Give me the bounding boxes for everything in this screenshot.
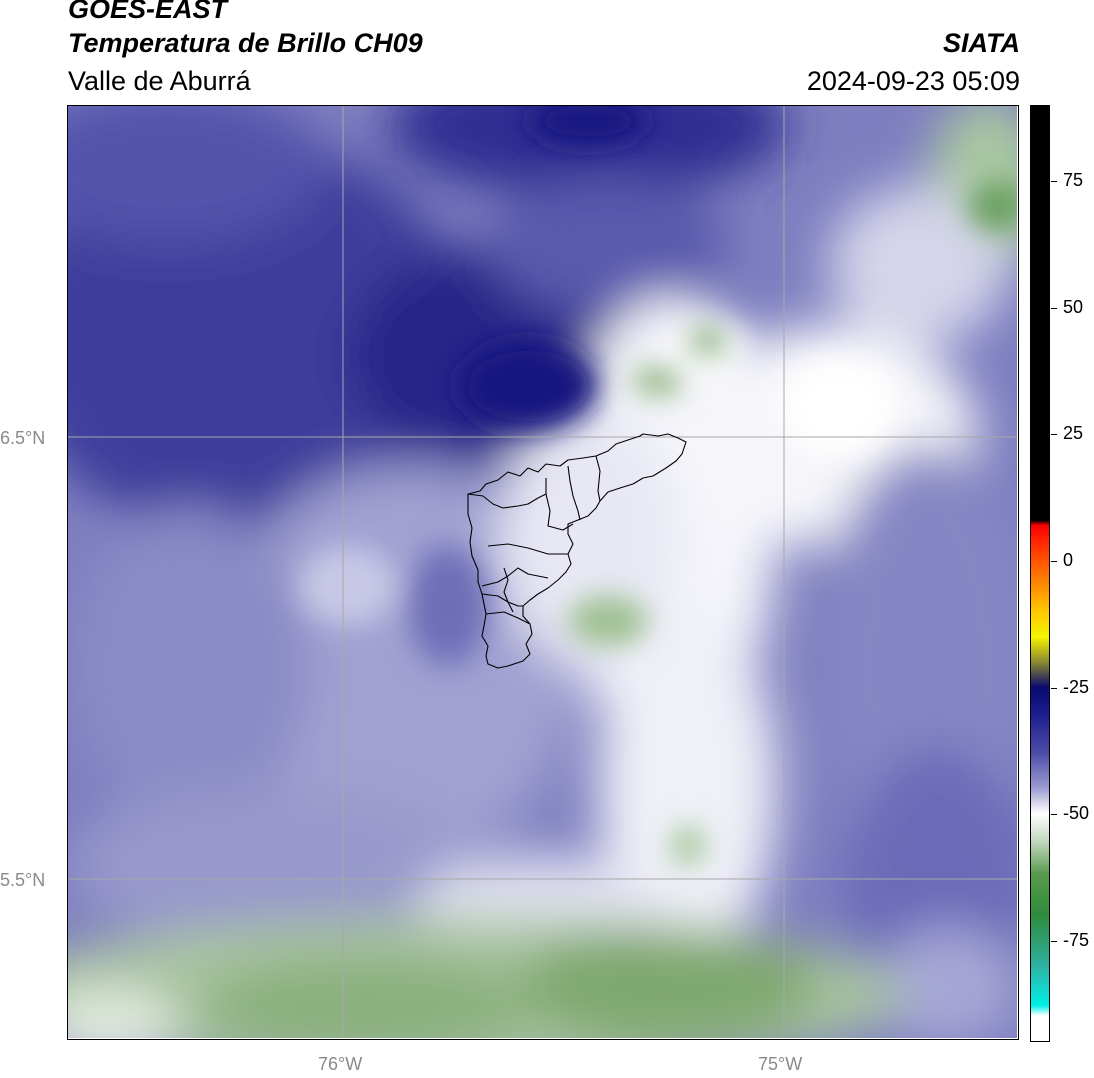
municipal-boundaries [467, 433, 687, 669]
colorbar-tick-label: 0 [1063, 549, 1074, 570]
colorbar-tick-label: -50 [1063, 803, 1090, 824]
colorbar-tick-mark [1051, 434, 1057, 436]
colorbar-tick-mark [1051, 687, 1057, 689]
colorbar-tick-label: 50 [1063, 296, 1084, 317]
longitude-label-75w: 75°W [758, 1054, 803, 1074]
colorbar [1030, 105, 1050, 1042]
map-subtitle-product: Temperatura de Brillo CH09 [68, 28, 423, 58]
colorbar-tick-label: 25 [1063, 423, 1084, 444]
latitude-label-5-5n: 5.5°N [0, 870, 46, 890]
latitude-label-6-5n: 6.5°N [0, 428, 46, 448]
region-name: Valle de Aburrá [68, 66, 251, 96]
longitude-label-76w: 76°W [318, 1054, 363, 1074]
cloud-details [298, 106, 1017, 866]
organization-name: SIATA [943, 28, 1020, 58]
colorbar-tick-mark [1051, 814, 1057, 816]
colorbar-tick-mark [1051, 307, 1057, 309]
colorbar-tick-mark [1051, 560, 1057, 562]
colorbar-tick-label: -25 [1063, 676, 1090, 697]
map-panel[interactable] [67, 105, 1019, 1040]
colorbar-tick-label: 75 [1063, 170, 1084, 190]
graticule [68, 106, 1017, 1038]
colorbar-tick-mark [1051, 181, 1057, 182]
cloud-field [68, 106, 1017, 1038]
map-title: GOES-EAST [68, 0, 228, 24]
brightness-temperature-map [68, 106, 1017, 1038]
colorbar-tick-label: -75 [1063, 929, 1090, 950]
timestamp: 2024-09-23 05:09 [806, 66, 1020, 96]
colorbar-tick-mark [1051, 940, 1057, 942]
